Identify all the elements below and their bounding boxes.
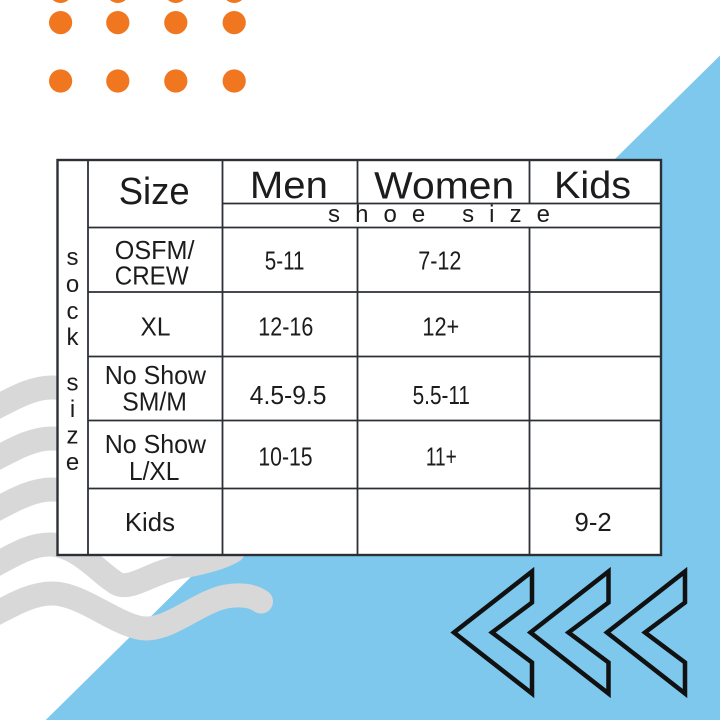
svg-text:OSFM/: OSFM/	[115, 235, 195, 265]
svg-text:5.5-11: 5.5-11	[413, 380, 470, 410]
svg-text:s: s	[67, 244, 79, 271]
svg-text:o: o	[66, 271, 79, 298]
svg-text:CREW: CREW	[115, 260, 189, 290]
svg-text:L/XL: L/XL	[129, 456, 180, 486]
svg-text:12+: 12+	[422, 312, 459, 342]
svg-text:Women: Women	[374, 165, 514, 207]
svg-text:12-16: 12-16	[258, 312, 313, 342]
svg-text:z: z	[67, 423, 79, 450]
svg-text:Kids: Kids	[125, 507, 175, 537]
svg-text:4.5-9.5: 4.5-9.5	[250, 380, 327, 410]
svg-text:SM/M: SM/M	[122, 387, 187, 417]
svg-text:11+: 11+	[426, 442, 457, 472]
svg-text:Men: Men	[250, 165, 328, 207]
svg-text:Size: Size	[119, 171, 190, 213]
svg-text:10-15: 10-15	[258, 442, 312, 472]
svg-text:No Show: No Show	[105, 360, 207, 390]
svg-text:c: c	[67, 298, 79, 325]
svg-text:9-2: 9-2	[575, 507, 612, 537]
svg-text:s: s	[67, 370, 79, 397]
svg-text:XL: XL	[141, 312, 171, 342]
svg-text:5-11: 5-11	[265, 246, 305, 276]
svg-text:i: i	[70, 396, 75, 423]
svg-text:k: k	[67, 324, 80, 351]
svg-text:No Show: No Show	[105, 429, 207, 459]
svg-text:7-12: 7-12	[418, 246, 461, 276]
svg-text:e: e	[66, 449, 79, 476]
svg-text:Kids: Kids	[554, 165, 631, 207]
